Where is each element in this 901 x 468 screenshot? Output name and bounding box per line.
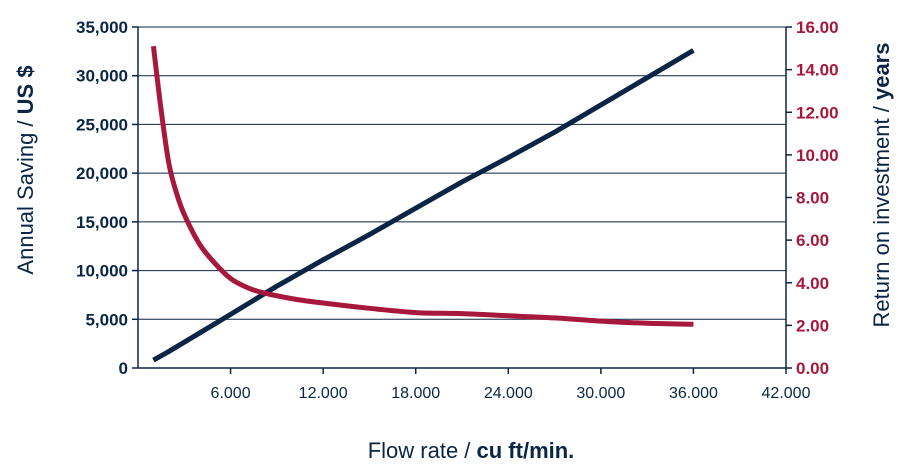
right-tick-label-3: 6.00 (796, 231, 829, 250)
left-tick-label-4: 20,000 (76, 164, 128, 183)
right-tick-label-7: 14.00 (796, 61, 839, 80)
right-tick-label-1: 2.00 (796, 316, 829, 335)
x-tick-labels: 6.000 12.000 18.000 24.000 30.000 36.000 42.00… (211, 385, 811, 402)
left-tick-label-6: 30,000 (76, 67, 128, 86)
gridlines (138, 26, 786, 320)
right-tick-label-4: 8.00 (796, 189, 829, 208)
x-axis-title-unit: cu ft/min. (477, 438, 575, 463)
right-y-tick-labels: 0.00 2.00 4.00 6.00 8.00 10.00 12.00 14.00 16.00 (796, 18, 839, 378)
y-axis-left-title-prefix: Annual Saving / (13, 114, 38, 274)
left-tick-label-1: 5,000 (85, 310, 128, 329)
right-tick-label-6: 12.00 (796, 103, 839, 122)
left-tick-label-2: 10,000 (76, 262, 128, 281)
left-tick-label-3: 15,000 (76, 213, 128, 232)
y-axis-right-title-prefix: Return on investment / (869, 100, 894, 327)
left-tick-label-7: 35,000 (76, 18, 128, 37)
y-axis-left-title: Annual Saving / US $ (13, 65, 38, 274)
x-tick-label-5: 36.000 (669, 385, 718, 402)
left-tick-label-0: 0 (119, 359, 128, 378)
y-axis-left-title-unit: US $ (13, 65, 38, 114)
x-tick-label-3: 24.000 (484, 385, 533, 402)
right-tick-label-2: 4.00 (796, 274, 829, 293)
x-axis-title: Flow rate / cu ft/min. (368, 438, 575, 463)
series-line-annual-saving (152, 48, 695, 363)
x-tick-label-0: 6.000 (211, 385, 251, 402)
y-axis-right-title-unit: years (869, 43, 894, 101)
right-tick-label-0: 0.00 (796, 359, 829, 378)
right-tick-label-8: 16.00 (796, 18, 839, 37)
x-tick-label-2: 18.000 (391, 385, 440, 402)
x-tick-label-4: 30.000 (576, 385, 625, 402)
left-tick-label-5: 25,000 (76, 115, 128, 134)
x-axis-title-prefix: Flow rate / (368, 438, 477, 463)
x-tick-label-1: 12.000 (299, 385, 348, 402)
left-y-tick-labels: 0 5,000 10,000 15,000 20,000 25,000 30,000 35,0… (76, 18, 128, 378)
axes (132, 26, 792, 374)
series-line-return-on-investment (150, 45, 694, 327)
right-tick-label-5: 10.00 (796, 146, 839, 165)
series-lines (150, 45, 695, 363)
x-tick-label-6: 42.000 (762, 385, 811, 402)
y-axis-right-title: Return on investment / years (869, 43, 894, 328)
